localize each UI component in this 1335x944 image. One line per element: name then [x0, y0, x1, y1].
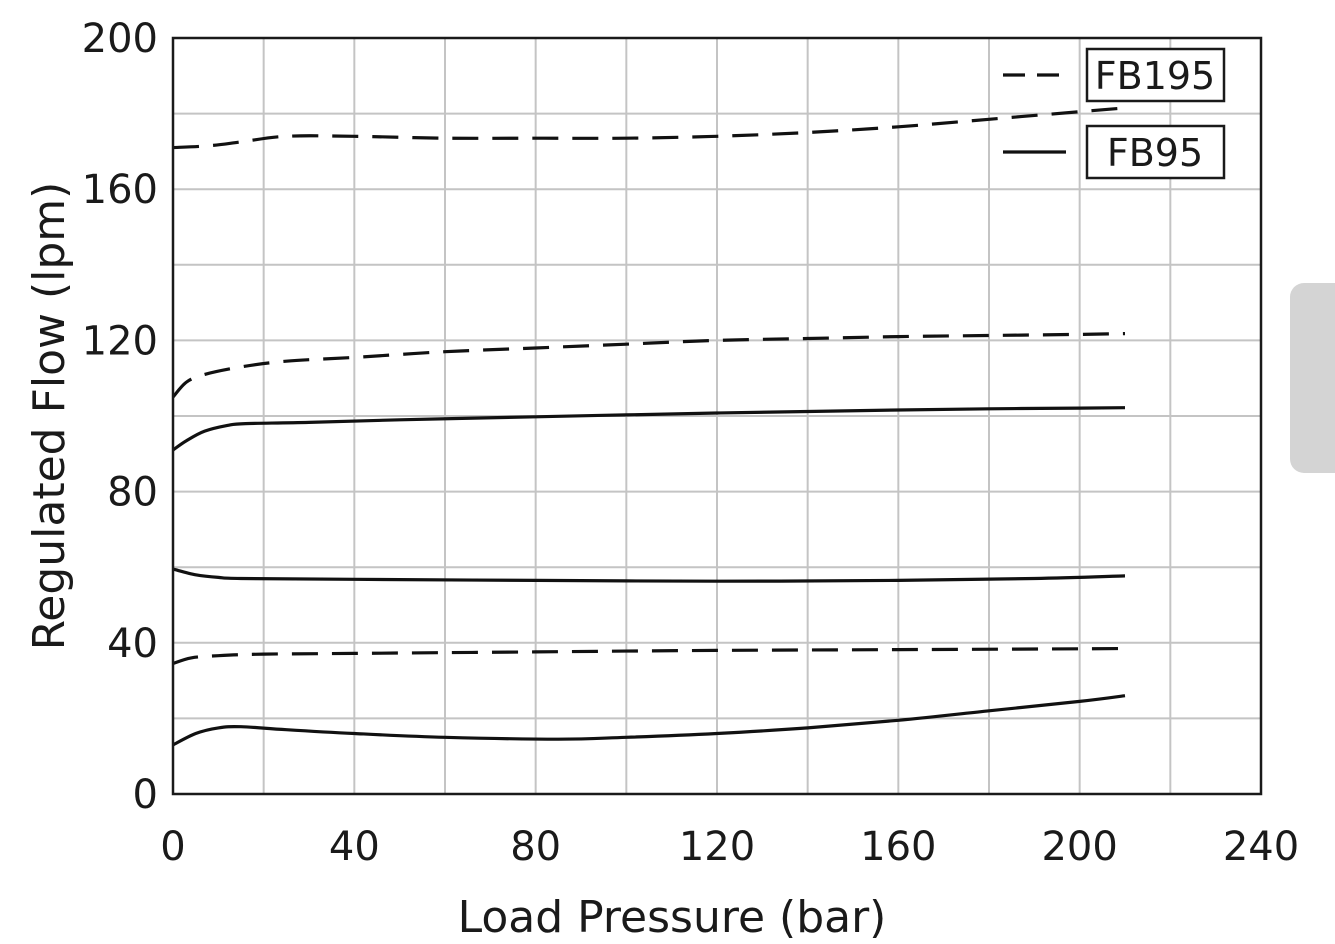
- series-line-fb95-6: [172, 694, 1126, 747]
- side-tab[interactable]: [1290, 283, 1335, 473]
- x-tick-label: 120: [679, 824, 755, 870]
- y-tick-label: 200: [82, 16, 158, 62]
- plot-frame: [171, 36, 1263, 796]
- y-tick-label: 0: [133, 772, 158, 818]
- y-tick-label: 80: [107, 470, 158, 516]
- x-tick-label: 0: [160, 824, 185, 870]
- x-tick-label: 80: [510, 824, 561, 870]
- series-line-fb95-5: [172, 567, 1126, 583]
- series-line-fb195-1: [172, 106, 1126, 150]
- legend-box-fb195: [1085, 47, 1226, 103]
- x-tick-label: 200: [1041, 824, 1117, 870]
- legend-label-fb195: FB195: [1095, 54, 1215, 98]
- y-tick-labels: 0 40 80 120 160 200: [82, 16, 158, 818]
- series-lines: [171, 106, 1126, 747]
- y-tick-label: 120: [82, 318, 158, 364]
- series-line-fb95-4: [172, 406, 1126, 452]
- legend-box-fb95: [1085, 124, 1226, 180]
- y-axis-title: Regulated Flow (lpm): [24, 182, 75, 651]
- x-axis-title: Load Pressure (bar): [458, 892, 887, 943]
- x-tick-label: 40: [329, 824, 380, 870]
- series-line-fb195-3: [172, 646, 1126, 666]
- x-tick-labels: 0 40 80 120 160 200 240: [160, 824, 1299, 870]
- y-tick-label: 40: [107, 621, 158, 667]
- series-line-fb195-2: [171, 332, 1126, 399]
- x-tick-label: 160: [860, 824, 936, 870]
- x-tick-label: 240: [1223, 824, 1299, 870]
- legend-label-fb95: FB95: [1107, 131, 1203, 175]
- legend: FB195 FB95: [1003, 47, 1226, 180]
- y-tick-label: 160: [82, 167, 158, 213]
